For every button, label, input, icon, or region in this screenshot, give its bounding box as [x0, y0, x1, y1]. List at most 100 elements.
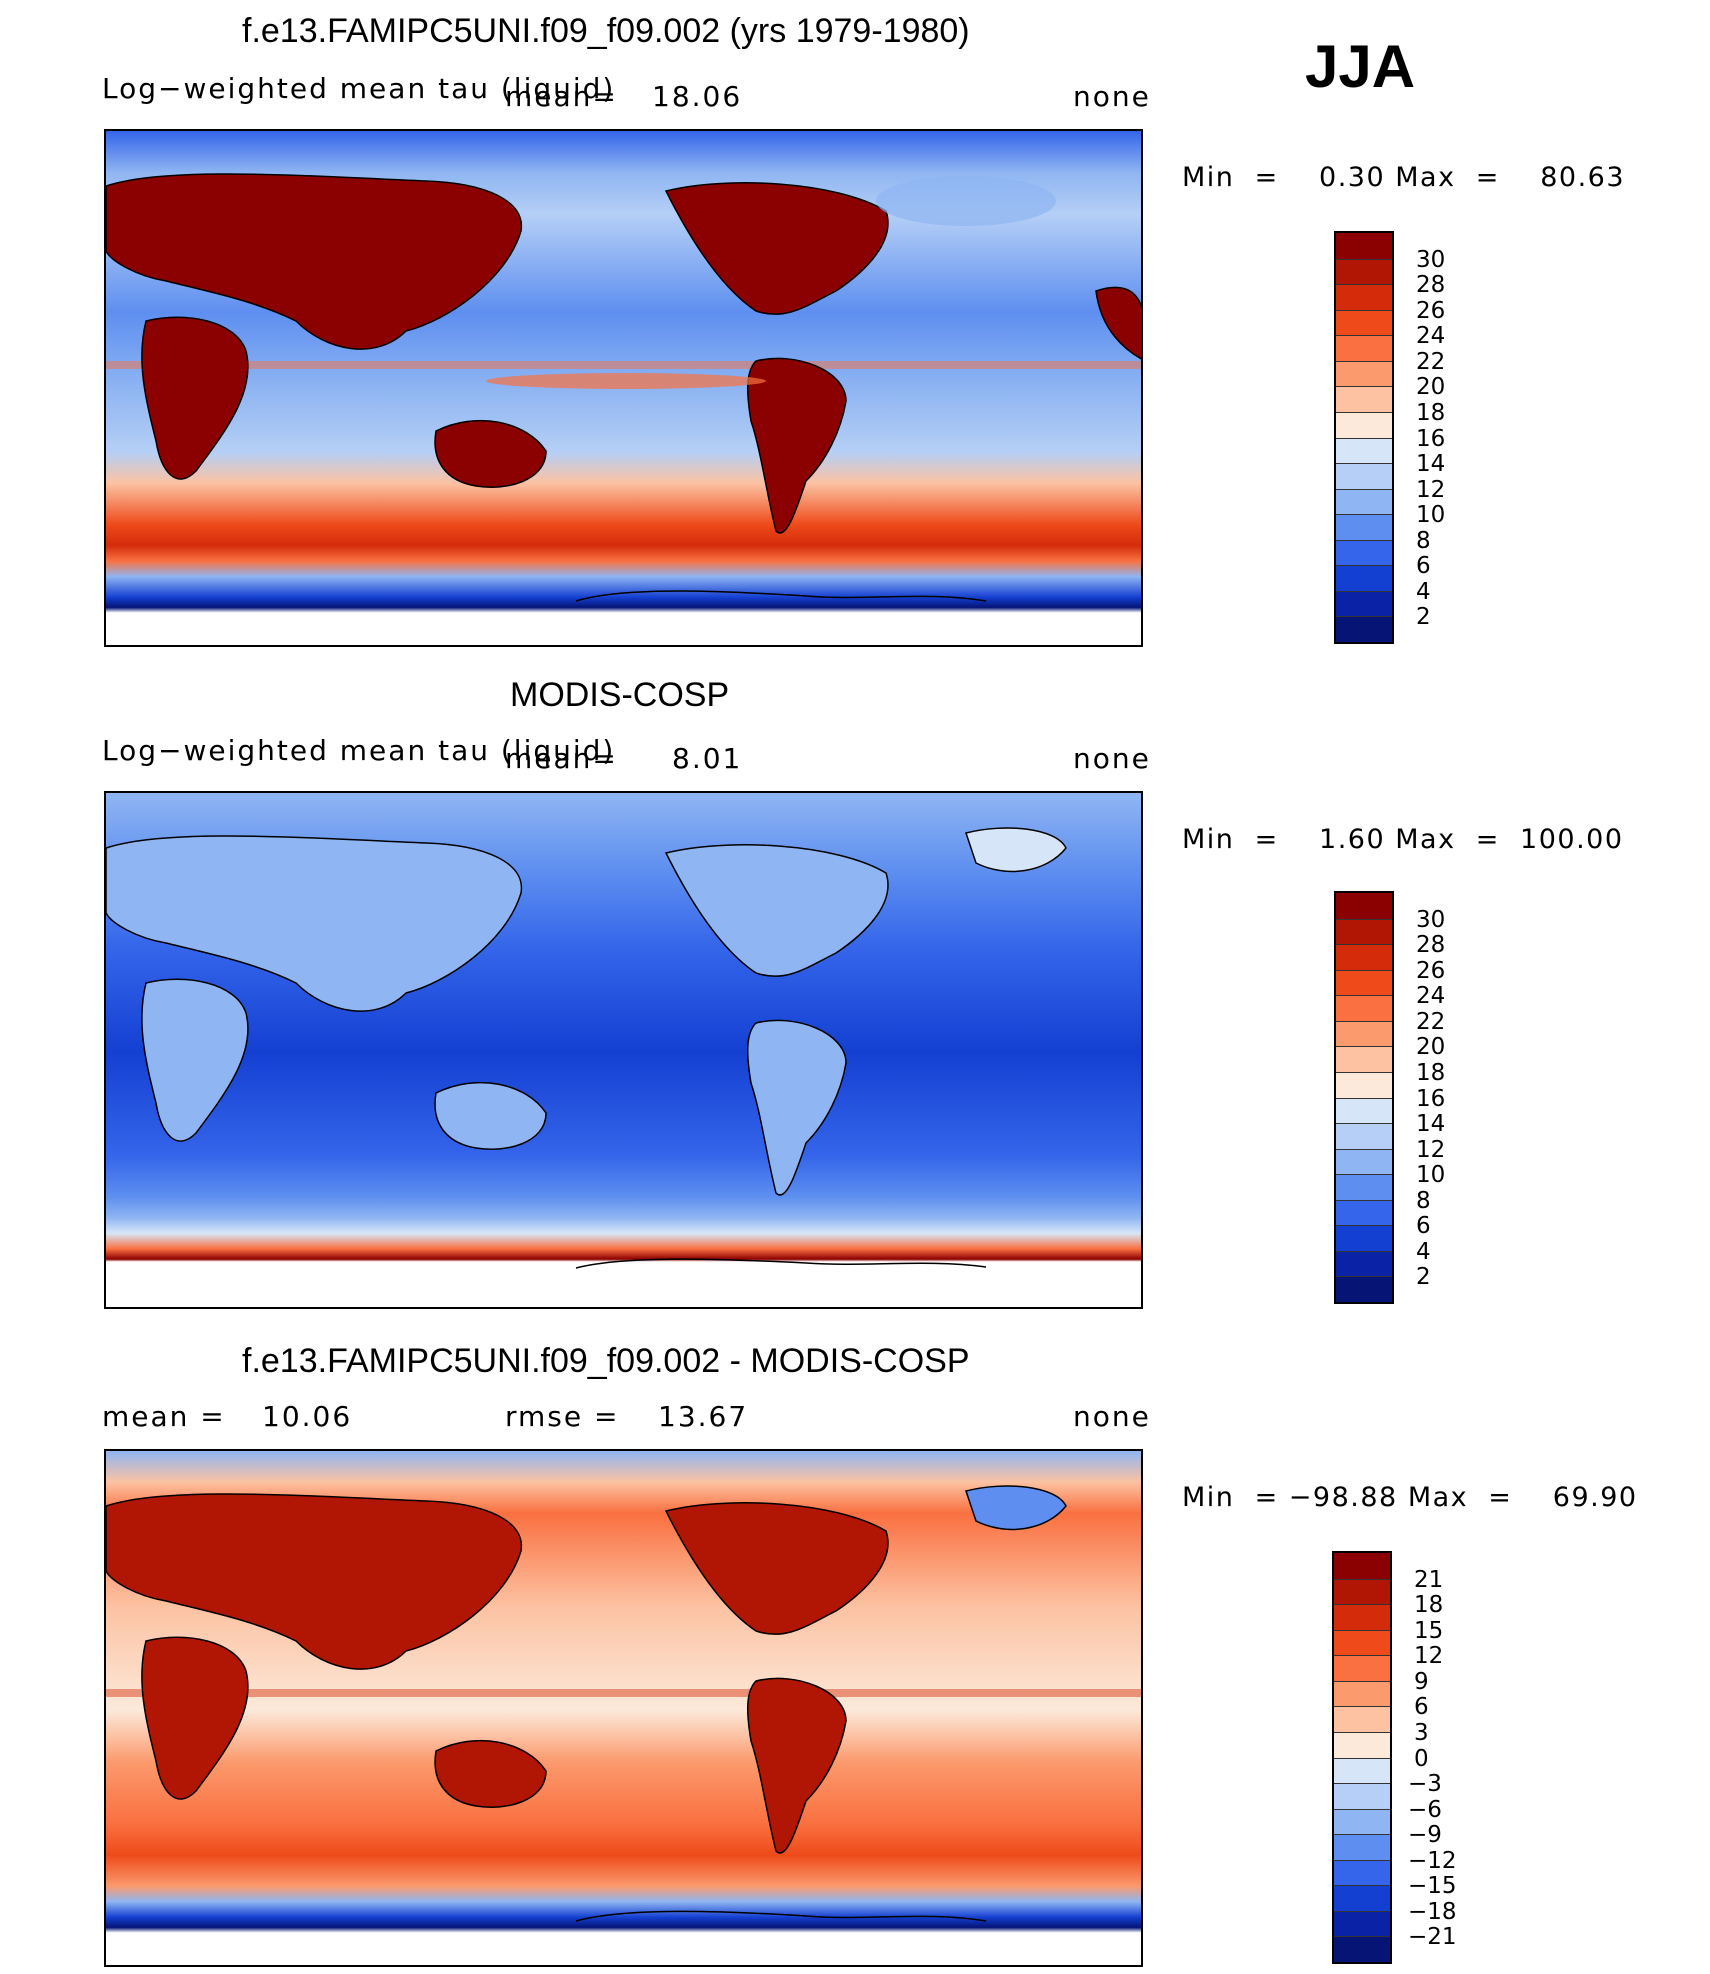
panel-3-units: none [1073, 1400, 1151, 1433]
colorbar-cell [1336, 1148, 1392, 1175]
colorbar-tick-label: 24 [1416, 323, 1446, 350]
colorbar-cell [1336, 1071, 1392, 1098]
colorbar-tick-label: 12 [1416, 476, 1446, 503]
colorbar-tick-label: −15 [1408, 1873, 1457, 1900]
colorbar-tick-label: 8 [1416, 527, 1431, 554]
panel-2-variable-label: Log−weighted mean tau (liquid) [102, 734, 616, 767]
panel-3-max-label: Max = [1407, 1482, 1513, 1513]
colorbar-tick-label: 30 [1416, 246, 1446, 273]
colorbar-tick-label: 26 [1416, 957, 1446, 984]
colorbar-tick-label: 6 [1416, 1213, 1431, 1240]
colorbar-cell [1336, 411, 1392, 438]
colorbar-cell [1336, 1225, 1392, 1251]
colorbar-tick-label: −18 [1408, 1898, 1457, 1925]
colorbar-tick-label: 20 [1416, 1034, 1446, 1061]
panel-3-map [104, 1449, 1143, 1967]
panel-3-map-svg [106, 1451, 1141, 1965]
panel-3-min-label: Min = [1182, 1482, 1279, 1513]
colorbar-cell [1336, 1276, 1392, 1302]
colorbar-cell [1336, 437, 1392, 464]
panel-1-minmax: Min = 0.30 Max = 80.63 [1182, 162, 1625, 193]
panel-3-mean-label: mean = [102, 1400, 226, 1433]
colorbar-tick-label: 21 [1414, 1566, 1444, 1593]
colorbar-cell [1336, 386, 1392, 412]
colorbar-cell [1336, 309, 1392, 336]
colorbar-cell [1334, 1731, 1390, 1758]
colorbar-tick-label: 14 [1416, 1111, 1446, 1138]
panel-3-mean-value: 10.06 [262, 1400, 353, 1433]
panel-1-mean-label: mean= [505, 80, 618, 113]
colorbar-tick-label: 20 [1416, 374, 1446, 401]
panel-2-units: none [1073, 742, 1151, 775]
panel-2-title: MODIS-COSP [510, 676, 730, 714]
colorbar-tick-label: 2 [1416, 604, 1431, 631]
colorbar-cell [1334, 1655, 1390, 1681]
colorbar-cell [1334, 1706, 1390, 1732]
colorbar-tick-label: 4 [1416, 1238, 1431, 1265]
colorbar-tick-label: 4 [1416, 578, 1431, 605]
colorbar-tick-label: −21 [1408, 1924, 1457, 1951]
colorbar-cell [1336, 514, 1392, 540]
season-label: JJA [1305, 33, 1416, 100]
colorbar-cell [1334, 1936, 1390, 1962]
colorbar-cell [1336, 1123, 1392, 1149]
colorbar-cell [1336, 1199, 1392, 1226]
colorbar-cell [1334, 1808, 1390, 1835]
colorbar-cell [1336, 918, 1392, 945]
panel-1-continents [106, 173, 1141, 534]
colorbar-cell [1336, 1046, 1392, 1072]
colorbar-tick-label: −9 [1408, 1822, 1442, 1849]
panel-2-min-label: Min = [1182, 824, 1279, 855]
panel-2-minmax: Min = 1.60 Max = 100.00 [1182, 824, 1624, 855]
colorbar-tick-label: 18 [1414, 1592, 1444, 1619]
colorbar-tick-label: 24 [1416, 983, 1446, 1010]
colorbar-cell [1334, 1757, 1390, 1784]
panel-2-colorbar [1334, 891, 1394, 1304]
panel-2-map-svg [106, 793, 1141, 1307]
colorbar-tick-label: 8 [1416, 1187, 1431, 1214]
colorbar-cell [1336, 463, 1392, 489]
colorbar-tick-label: 28 [1416, 272, 1446, 299]
colorbar-tick-label: 26 [1416, 297, 1446, 324]
colorbar-cell [1336, 1250, 1392, 1277]
colorbar-tick-label: 10 [1416, 502, 1446, 529]
panel-1-max-value: 80.63 [1540, 162, 1626, 193]
panel-1-min-label: Min = [1182, 162, 1279, 193]
colorbar-tick-label: 0 [1414, 1745, 1429, 1772]
panel-3-title: f.e13.FAMIPC5UNI.f09_f09.002 - MODIS-COS… [242, 1342, 970, 1380]
colorbar-cell [1334, 1783, 1390, 1809]
colorbar-cell [1336, 565, 1392, 591]
panel-2-mean-label: mean= [505, 742, 618, 775]
colorbar-cell [1334, 1910, 1390, 1937]
colorbar-cell [1336, 360, 1392, 387]
colorbar-tick-label: 9 [1414, 1668, 1429, 1695]
panel-2-mean-value: 8.01 [672, 742, 743, 775]
colorbar-tick-label: −3 [1408, 1771, 1442, 1798]
panel-1-units: none [1073, 80, 1151, 113]
panel-1-mean-value: 18.06 [652, 80, 743, 113]
colorbar-tick-label: −12 [1408, 1847, 1457, 1874]
colorbar-cell [1336, 995, 1392, 1021]
colorbar-tick-label: 6 [1414, 1694, 1429, 1721]
panel-3-continents [106, 1485, 1067, 1854]
colorbar-tick-label: 2 [1416, 1264, 1431, 1291]
panel-2-continents [106, 827, 1067, 1196]
colorbar-tick-label: 16 [1416, 1085, 1446, 1112]
colorbar-cell [1334, 1604, 1390, 1630]
colorbar-cell [1334, 1553, 1390, 1579]
panel-2-min-value: 1.60 [1319, 824, 1386, 855]
panel-1-map [104, 129, 1143, 647]
colorbar-tick-label: 12 [1416, 1136, 1446, 1163]
panel-3-rmse-label: rmse = [505, 1400, 620, 1433]
colorbar-cell [1334, 1680, 1390, 1707]
colorbar-tick-label: 16 [1416, 425, 1446, 452]
colorbar-cell [1334, 1578, 1390, 1605]
panel-2-max-value: 100.00 [1520, 824, 1624, 855]
colorbar-cell [1336, 944, 1392, 970]
colorbar-cell [1334, 1629, 1390, 1656]
panel-3-max-value: 69.90 [1552, 1482, 1638, 1513]
panel-1-max-label: Max = [1395, 162, 1500, 193]
colorbar-cell [1336, 284, 1392, 310]
colorbar-cell [1336, 1020, 1392, 1047]
panel-3-min-value: −98.88 [1288, 1482, 1398, 1513]
